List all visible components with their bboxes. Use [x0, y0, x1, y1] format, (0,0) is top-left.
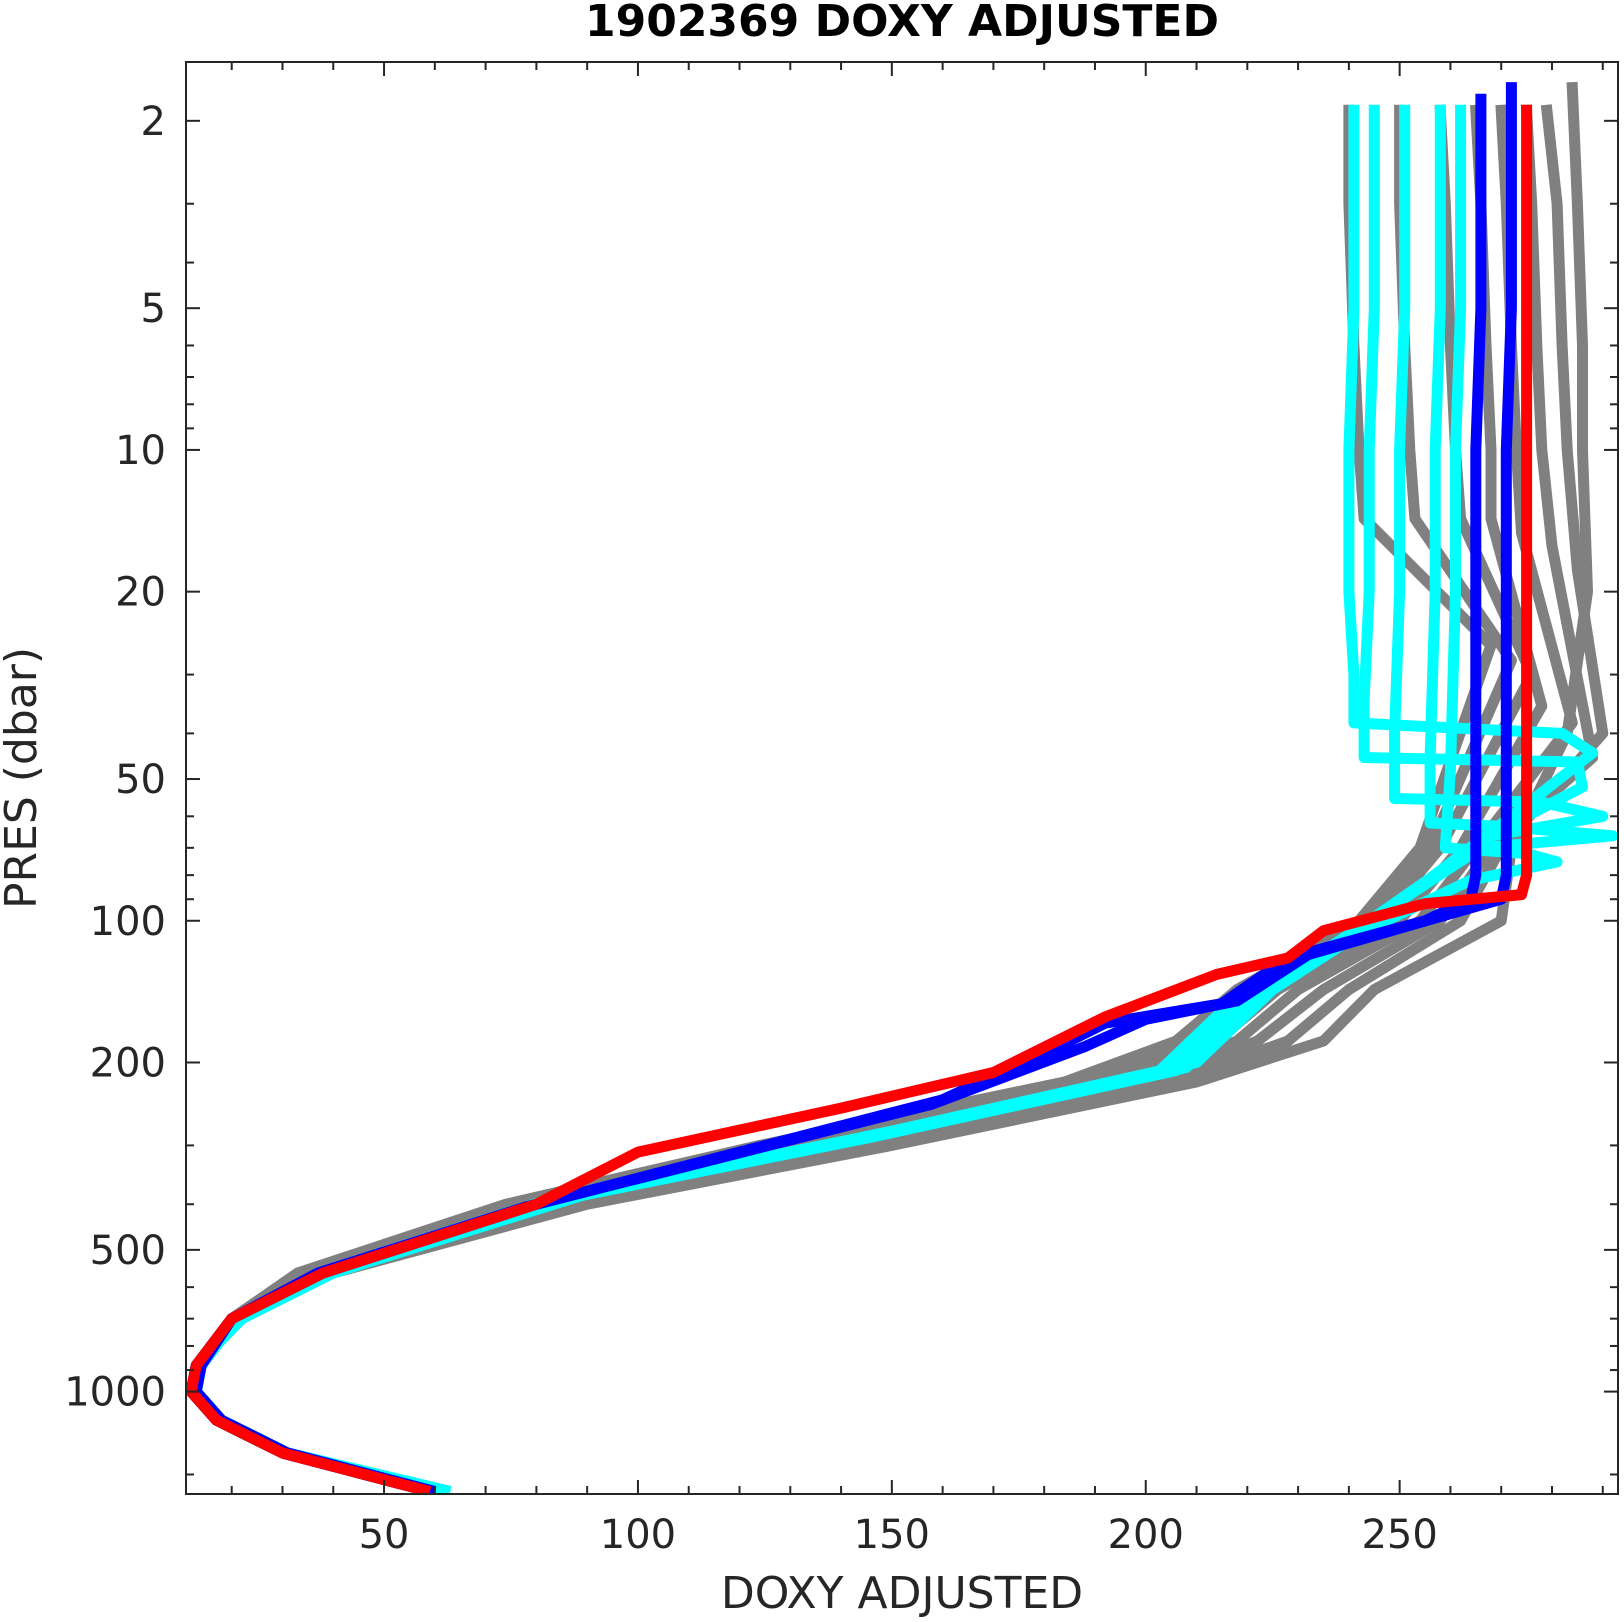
- x-tick-label: 50: [359, 1512, 410, 1558]
- y-tick-label: 1000: [64, 1370, 166, 1416]
- series-line-historical: [190, 104, 1538, 1494]
- y-tick-label: 2: [141, 99, 166, 145]
- chart-title: 1902369 DOXY ADJUSTED: [585, 0, 1219, 47]
- x-tick-label: 200: [1108, 1512, 1184, 1558]
- series-line-latest: [186, 104, 1533, 1494]
- series-line-recent: [190, 104, 1588, 1494]
- y-tick-label: 5: [141, 286, 166, 332]
- x-tick-label: 150: [854, 1512, 930, 1558]
- series-line-previous: [186, 93, 1487, 1494]
- y-tick-label: 200: [90, 1040, 166, 1086]
- series-line-historical: [186, 104, 1517, 1494]
- series-layer: [186, 81, 1618, 1494]
- y-tick-label: 10: [115, 428, 166, 474]
- tick-layer: 50 100 150 200 250 2 5 10 20 50 100 200 500 1000: [64, 62, 1618, 1558]
- y-axis-label: PRES (dbar): [0, 647, 47, 909]
- series-line-recent: [190, 104, 1599, 1494]
- y-tick-label: 20: [115, 570, 166, 616]
- x-axis-label: DOXY ADJUSTED: [721, 1568, 1083, 1619]
- series-line-recent: [190, 104, 1609, 1494]
- series-line-previous: [190, 82, 1517, 1494]
- series-line-historical: [190, 104, 1497, 1494]
- x-tick-label: 250: [1361, 1512, 1437, 1558]
- y-tick-label: 500: [90, 1228, 166, 1274]
- series-line-historical: [186, 104, 1548, 1494]
- series-line-historical: [190, 104, 1578, 1494]
- series-line-historical: [186, 104, 1599, 1494]
- plot-frame: [185, 61, 1619, 1495]
- x-tick-label: 100: [600, 1512, 676, 1558]
- y-tick-label: 50: [115, 757, 166, 803]
- y-tick-label: 100: [90, 899, 166, 945]
